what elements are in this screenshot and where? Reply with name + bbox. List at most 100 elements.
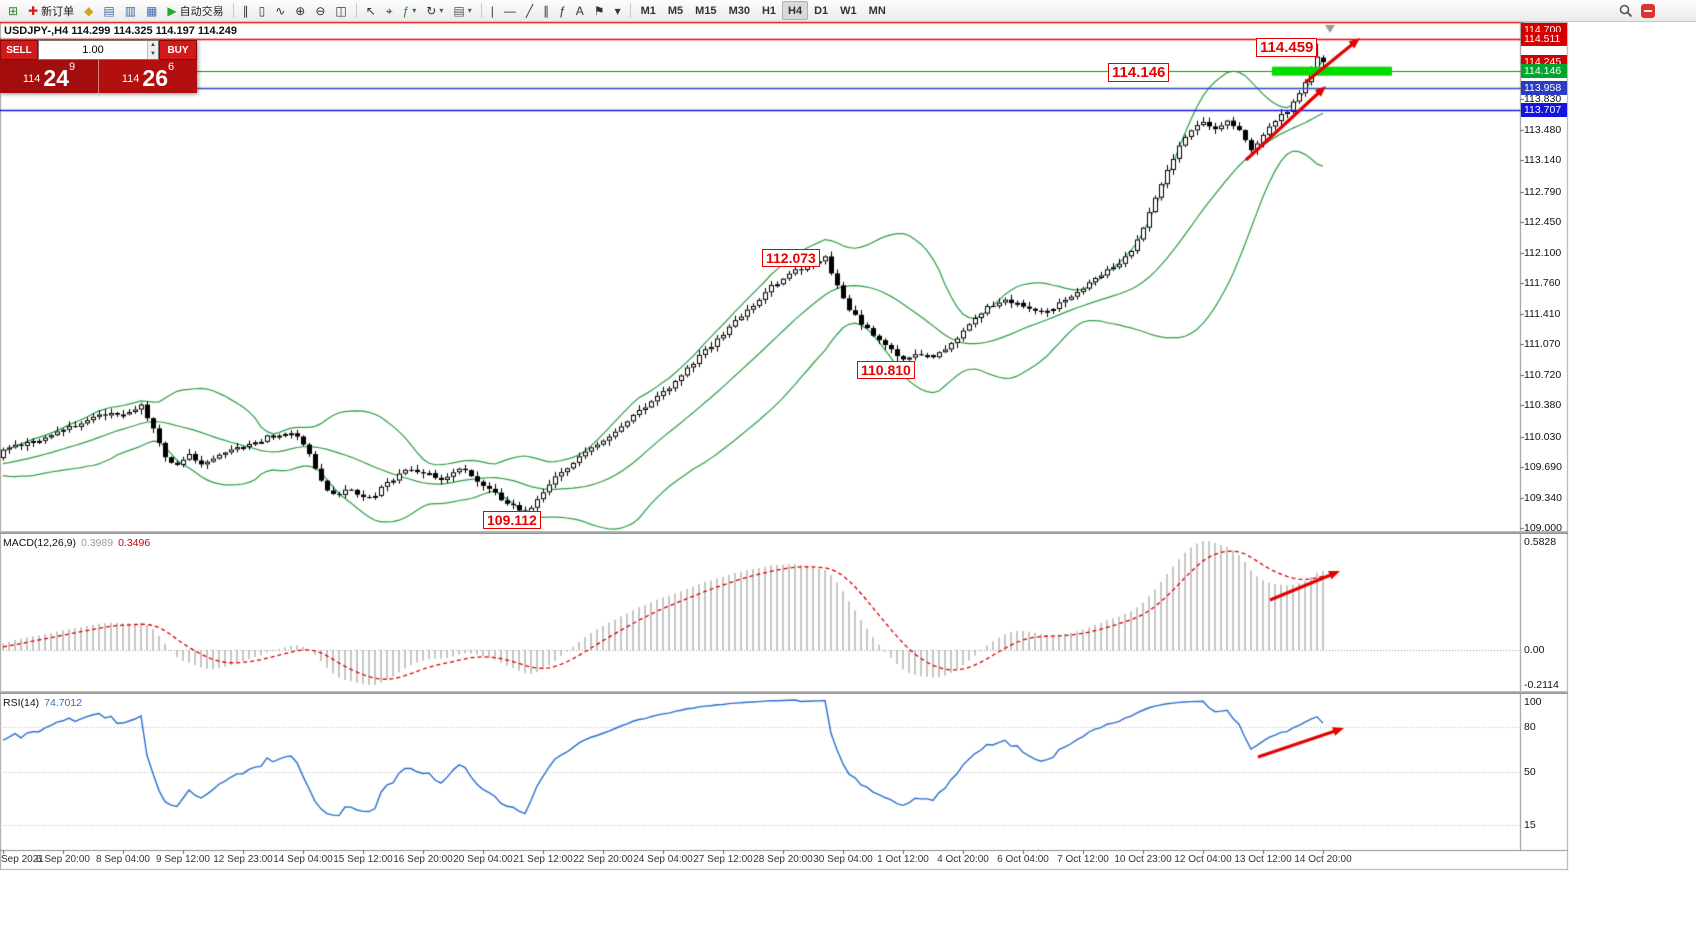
horizontal-line-icon: —	[503, 3, 516, 18]
timeframe-m15-button[interactable]: M15	[695, 4, 717, 17]
time-axis-label: 10 Oct 23:00	[1114, 854, 1172, 865]
zoom-out-button[interactable]: ⊖	[310, 1, 330, 20]
time-axis-label: 14 Oct 20:00	[1294, 854, 1352, 865]
sell-price-big: 24	[43, 65, 69, 91]
new-chart-button[interactable]: ⊞	[3, 1, 23, 20]
trade-panel-controls: SELL ▲ ▼ BUY	[0, 40, 197, 60]
timeframe-h1-button[interactable]: H1	[761, 4, 777, 17]
trendline-icon: ╱	[525, 3, 534, 18]
market-watch-button[interactable]: ▤	[98, 1, 119, 20]
sell-price[interactable]: 114 24 9	[0, 60, 99, 93]
price-annotation[interactable]: 112.073	[762, 249, 820, 268]
price-axis-tag: 113.707	[1521, 103, 1567, 118]
time-axis-label: 7 Oct 12:00	[1057, 854, 1109, 865]
timeframe-w1-button[interactable]: W1	[840, 4, 857, 17]
price-annotation[interactable]: 114.146	[1108, 63, 1170, 83]
time-axis-label: 4 Oct 20:00	[937, 854, 989, 865]
rsi-axis-value: 80	[1524, 721, 1536, 733]
time-axis-label: 21 Sep 12:00	[513, 854, 573, 865]
zoom-in-button[interactable]: ⊕	[290, 1, 310, 20]
price-axis-tick: 111.760	[1524, 276, 1561, 289]
macd-main-value: 0.3989	[80, 537, 114, 549]
rsi-label-text: RSI(14)	[3, 697, 40, 709]
timeframe-h4-button[interactable]: H4	[782, 1, 809, 20]
price-annotation[interactable]: 114.459	[1256, 38, 1318, 58]
zoom-in-icon: ⊕	[295, 3, 306, 18]
indicators-button[interactable]: ƒ ▾	[398, 1, 422, 20]
templates-icon: ▤	[453, 3, 465, 18]
equidistant-channel-button[interactable]: ∥	[538, 1, 554, 20]
price-annotation[interactable]: 109.112	[483, 511, 541, 530]
data-window-button[interactable]: ▥	[120, 1, 141, 20]
fibonacci-icon: ƒ	[559, 3, 566, 18]
crosshair-icon: ⌖	[385, 3, 393, 18]
panel-separator-macd[interactable]	[0, 531, 1568, 534]
text-button[interactable]: A	[571, 1, 589, 20]
stepper-up-icon[interactable]: ▲	[148, 41, 158, 50]
time-axis-label: 12 Sep 23:00	[213, 854, 273, 865]
timeframe-d1-button[interactable]: D1	[814, 4, 829, 17]
price-axis-tick: 112.100	[1524, 246, 1562, 259]
time-axis-label: 1 Oct 12:00	[877, 854, 929, 865]
new-chart-icon: ⊞	[8, 3, 19, 18]
buy-price[interactable]: 114 26 6	[99, 60, 197, 93]
volume-input[interactable]	[39, 41, 148, 59]
crosshair-button[interactable]: ⌖	[381, 1, 398, 20]
time-axis-label: 6 Sep 20:00	[36, 854, 90, 865]
vertical-line-button[interactable]: |	[486, 1, 499, 20]
search-icon[interactable]	[1619, 4, 1633, 18]
arrows-button[interactable]: ▾	[610, 1, 626, 20]
macd-signal-value: 0.3496	[118, 537, 151, 549]
text-label-button[interactable]: ⚑	[589, 1, 610, 20]
buy-button[interactable]: BUY	[159, 40, 197, 60]
navigator-button[interactable]: ▦	[141, 1, 162, 20]
volume-stepper: ▲ ▼	[147, 41, 158, 59]
candlestick-chart-icon: ▯	[258, 3, 266, 18]
indicators-icon: ƒ	[402, 3, 410, 18]
stepper-down-icon[interactable]: ▼	[148, 50, 158, 59]
time-axis-label: 12 Oct 04:00	[1174, 854, 1232, 865]
new-order-icon: ✚	[28, 3, 39, 18]
price-annotation[interactable]: 110.810	[857, 361, 915, 380]
market-watch-icon: ▤	[103, 3, 115, 18]
text-label-icon: ⚑	[593, 3, 605, 18]
sell-button[interactable]: SELL	[0, 40, 38, 60]
toolbar-separator	[480, 3, 482, 18]
line-chart-button[interactable]: ∿	[270, 1, 290, 20]
new-order-button[interactable]: ✚ 新订单	[23, 1, 79, 20]
templates-button[interactable]: ▤ ▾	[448, 1, 476, 20]
time-axis-label: Sep 2021	[1, 854, 44, 865]
line-chart-icon: ∿	[275, 3, 286, 18]
bar-chart-button[interactable]: ∥	[238, 1, 254, 20]
time-axis-label: 28 Sep 20:00	[753, 854, 813, 865]
macd-axis-value: 0.5828	[1524, 536, 1557, 548]
navigator-icon: ▦	[146, 3, 158, 18]
fibonacci-button[interactable]: ƒ	[554, 1, 571, 20]
panel-separator-rsi[interactable]	[0, 691, 1568, 694]
timeframe-mn-button[interactable]: MN	[868, 4, 886, 17]
timeframe-m30-button[interactable]: M30	[728, 4, 750, 17]
price-axis-tag: 114.146	[1521, 64, 1567, 79]
time-axis-label: 14 Sep 04:00	[273, 854, 333, 865]
trendline-button[interactable]: ╱	[521, 1, 538, 20]
cycles-button[interactable]: ↻ ▾	[421, 1, 448, 20]
sell-price-prefix: 114	[22, 73, 41, 85]
cursor-button[interactable]: ↖	[361, 1, 381, 20]
tile-windows-button[interactable]: ◫	[330, 1, 351, 20]
time-axis-label: 27 Sep 12:00	[693, 854, 753, 865]
chevron-down-icon: ▾	[439, 6, 444, 15]
macd-label-text: MACD(12,26,9)	[3, 537, 76, 549]
time-axis-label: 22 Sep 20:00	[573, 854, 633, 865]
buy-price-big: 26	[142, 65, 168, 91]
top-toolbar: ⊞ ✚ 新订单 ◆ ▤ ▥ ▦ ▶ 自动交易 ∥ ▯ ∿ ⊕ ⊖ ◫ ↖ ⌖ ƒ ▾ ↻ ▾ ▤ ▾ | — ╱ ∥ ƒ A ⚑ ▾ M1 M5…	[0, 0, 1696, 22]
timeframe-m5-button[interactable]: M5	[667, 4, 684, 17]
sell-price-sup: 9	[69, 61, 76, 73]
auto-trading-button[interactable]: ▶ 自动交易	[162, 1, 228, 20]
chart-profiles-button[interactable]: ◆	[79, 1, 98, 20]
arrows-icon: ▾	[614, 3, 621, 18]
horizontal-line-button[interactable]: —	[499, 1, 521, 20]
timeframe-m1-button[interactable]: M1	[640, 4, 656, 17]
notification-badge[interactable]	[1641, 3, 1655, 18]
candlestick-chart-button[interactable]: ▯	[254, 1, 271, 20]
